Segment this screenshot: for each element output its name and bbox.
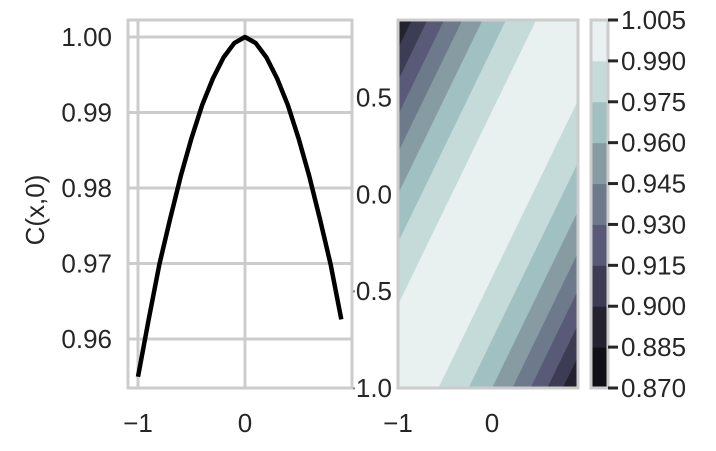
colorbar-tick-label: 0.975 [621, 87, 686, 117]
colorbar-tick-label: 0.990 [621, 46, 686, 76]
contour-bands [398, 20, 578, 388]
line-plot-y-tick-labels: 0.96 0.97 0.98 0.99 1.00 [61, 22, 112, 354]
x-tick-label: 0 [238, 408, 252, 438]
line-series-c-x-0 [135, 34, 344, 378]
line-plot-frame [126, 18, 354, 390]
contour-plot-frame [396, 18, 580, 390]
line-plot-x-tick-labels: −1 0 [123, 408, 252, 438]
colorbar-tick-label: 0.870 [621, 373, 686, 403]
colorbar-band [591, 306, 608, 348]
colorbar-band [591, 142, 608, 185]
colorbar-band [591, 224, 608, 266]
colorbar-tick-label: 0.930 [621, 209, 686, 239]
y-tick-label: 1.00 [61, 22, 112, 52]
contour-plot-axes: −1 0 [383, 18, 580, 438]
colorbar-band [591, 20, 608, 62]
contour-y-tick-label: 0.0 [356, 179, 392, 209]
y-tick-label: 0.98 [61, 173, 112, 203]
contour-band [398, 20, 578, 388]
y-tick-label: 0.99 [61, 98, 112, 128]
contour-x-tick-label: −1 [383, 408, 413, 438]
y-axis-label: C(x,0) [20, 175, 50, 246]
contour-x-tick-label: 0 [485, 408, 499, 438]
colorbar-bands [591, 20, 608, 389]
colorbar-ticks: 0.870 0.885 0.900 0.915 0.930 0.945 0.960 0.975… [608, 5, 686, 403]
colorbar-band [591, 60, 608, 103]
colorbar-band [591, 347, 608, 389]
colorbar-band [591, 265, 608, 307]
colorbar-band [591, 101, 608, 144]
colorbar-tick-label: 0.960 [621, 128, 686, 158]
colorbar-tick-label: 0.915 [621, 250, 686, 280]
colorbar: 0.870 0.885 0.900 0.915 0.930 0.945 0.960 0.975… [589, 5, 686, 403]
contour-x-tick-labels: −1 0 [383, 408, 499, 438]
y-tick-label: 0.97 [61, 249, 112, 279]
colorbar-tick-label: 0.900 [621, 291, 686, 321]
y-tick-label: 0.96 [61, 324, 112, 354]
colorbar-tick-label: 0.885 [621, 332, 686, 362]
x-tick-label: −1 [123, 408, 153, 438]
colorbar-tick-label: 0.945 [621, 169, 686, 199]
colorbar-tick-label: 1.005 [621, 5, 686, 35]
colorbar-frame [589, 18, 610, 390]
colorbar-band [591, 183, 608, 225]
contour-y-tick-label: 0.5 [356, 82, 392, 112]
line-plot-axes: 0.96 0.97 0.98 0.99 1.00 −1 0 C(x,0) [20, 18, 354, 438]
line-plot-grid [128, 20, 352, 388]
